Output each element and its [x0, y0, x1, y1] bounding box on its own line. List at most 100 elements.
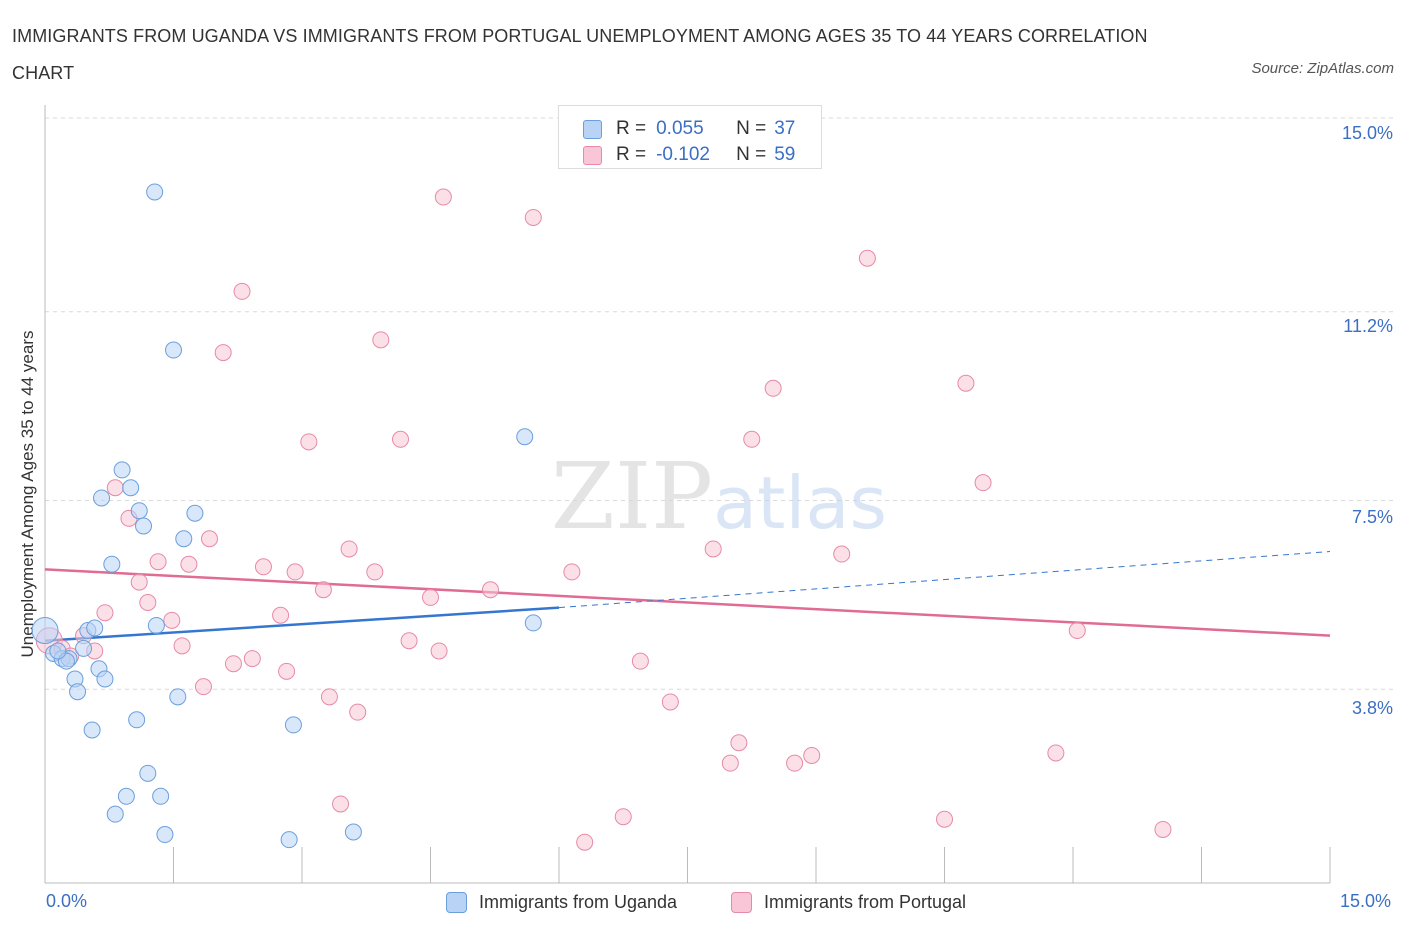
portugal-point	[332, 795, 350, 813]
portugal-point	[576, 833, 594, 851]
uganda-point	[106, 805, 124, 823]
uganda-point	[31, 617, 59, 645]
portugal-point	[400, 632, 418, 650]
uganda-point	[128, 711, 146, 729]
portugal-point	[149, 553, 167, 571]
uganda-point	[165, 341, 182, 359]
portugal-point	[936, 810, 953, 828]
portugal-n-label: N =	[736, 144, 767, 165]
uganda-point	[117, 787, 135, 805]
portugal-point	[243, 650, 261, 668]
uganda-legend-label: Immigrants from Uganda	[479, 891, 678, 912]
portugal-point	[730, 734, 748, 752]
portugal-n-value: 59	[774, 144, 796, 165]
uganda-point	[152, 787, 170, 805]
x-tick-max: 15.0%	[1340, 891, 1392, 911]
uganda-point	[147, 616, 165, 634]
portugal-point	[278, 662, 296, 680]
watermark: ZIP atlas	[551, 443, 887, 550]
portugal-point	[233, 282, 251, 300]
uganda-point	[103, 555, 121, 573]
portugal-point	[631, 652, 649, 670]
watermark-atlas: atlas	[713, 461, 887, 545]
uganda-point	[139, 764, 157, 782]
portugal-point	[272, 606, 290, 624]
portugal-point	[524, 208, 542, 226]
portugal-point	[957, 374, 975, 392]
portugal-point	[139, 594, 157, 611]
portugal-point	[481, 581, 499, 599]
uganda-point	[344, 823, 362, 841]
portugal-point	[1154, 820, 1172, 838]
portugal-point	[614, 808, 632, 826]
portugal-r-value: -0.102	[656, 144, 710, 165]
series-legend-portugal[interactable]: Immigrants from Portugal	[731, 889, 966, 915]
portugal-point	[106, 479, 124, 497]
uganda-point	[96, 670, 114, 688]
uganda-trend-extension	[558, 551, 1331, 609]
y-tick-7-5: 7.5%	[1351, 507, 1393, 527]
uganda-point	[284, 716, 302, 734]
portugal-point	[366, 563, 384, 581]
y-tick-15: 15.0%	[1341, 123, 1393, 143]
portugal-point	[340, 540, 358, 558]
uganda-point	[280, 831, 298, 849]
y-tick-3-8: 3.8%	[1351, 698, 1393, 718]
portugal-point	[858, 249, 876, 267]
portugal-point	[314, 581, 332, 599]
portugal-point	[224, 655, 242, 673]
portugal-point	[392, 430, 410, 448]
uganda-swatch	[583, 119, 602, 139]
uganda-trend-line	[44, 606, 560, 642]
uganda-point	[135, 517, 153, 535]
uganda-point	[113, 461, 131, 479]
uganda-legend-swatch	[446, 891, 467, 913]
portugal-point	[349, 703, 367, 721]
portugal-point	[173, 637, 191, 655]
uganda-n-label: N =	[736, 118, 767, 139]
portugal-point	[254, 558, 272, 576]
portugal-point	[434, 188, 452, 206]
axes	[44, 105, 1331, 884]
uganda-point	[146, 183, 164, 201]
portugal-point	[180, 555, 198, 573]
portugal-point	[661, 693, 679, 711]
portugal-point	[286, 563, 304, 581]
portugal-point	[320, 688, 338, 706]
uganda-point	[75, 639, 93, 657]
uganda-point	[122, 479, 140, 497]
stats-legend-uganda: R = 0.055 N = 37	[583, 116, 795, 142]
watermark-zip: ZIP	[551, 443, 713, 550]
uganda-point	[186, 504, 204, 522]
uganda-point	[86, 619, 104, 637]
portugal-point	[194, 678, 212, 696]
trend-lines	[44, 551, 1331, 642]
series-legend-uganda[interactable]: Immigrants from Uganda	[446, 889, 677, 915]
portugal-point	[764, 379, 782, 397]
portugal-legend-label: Immigrants from Portugal	[764, 891, 967, 912]
uganda-r-label: R =	[616, 118, 647, 139]
portugal-point	[96, 604, 114, 622]
portugal-trend-line	[44, 568, 1331, 637]
portugal-swatch	[583, 145, 602, 165]
portugal-legend-swatch	[731, 891, 752, 913]
data-points	[31, 183, 1172, 851]
stats-legend: R = 0.055 N = 37 R = -0.102 N = 59	[558, 105, 822, 169]
portugal-point	[743, 430, 761, 448]
portugal-point	[200, 530, 218, 548]
y-tick-11-2: 11.2%	[1343, 316, 1393, 336]
portugal-point	[430, 642, 448, 660]
portugal-point	[300, 433, 318, 451]
uganda-point	[516, 428, 534, 446]
portugal-point	[704, 540, 722, 558]
uganda-point	[49, 642, 67, 660]
stats-legend-portugal: R = -0.102 N = 59	[583, 142, 795, 168]
uganda-point	[524, 614, 542, 632]
portugal-point	[833, 545, 851, 563]
uganda-point	[156, 826, 174, 844]
portugal-point	[786, 754, 804, 772]
uganda-point	[83, 721, 101, 739]
portugal-r-label: R =	[616, 144, 647, 165]
source-label: Source: ZipAtlas.com	[1251, 60, 1394, 77]
